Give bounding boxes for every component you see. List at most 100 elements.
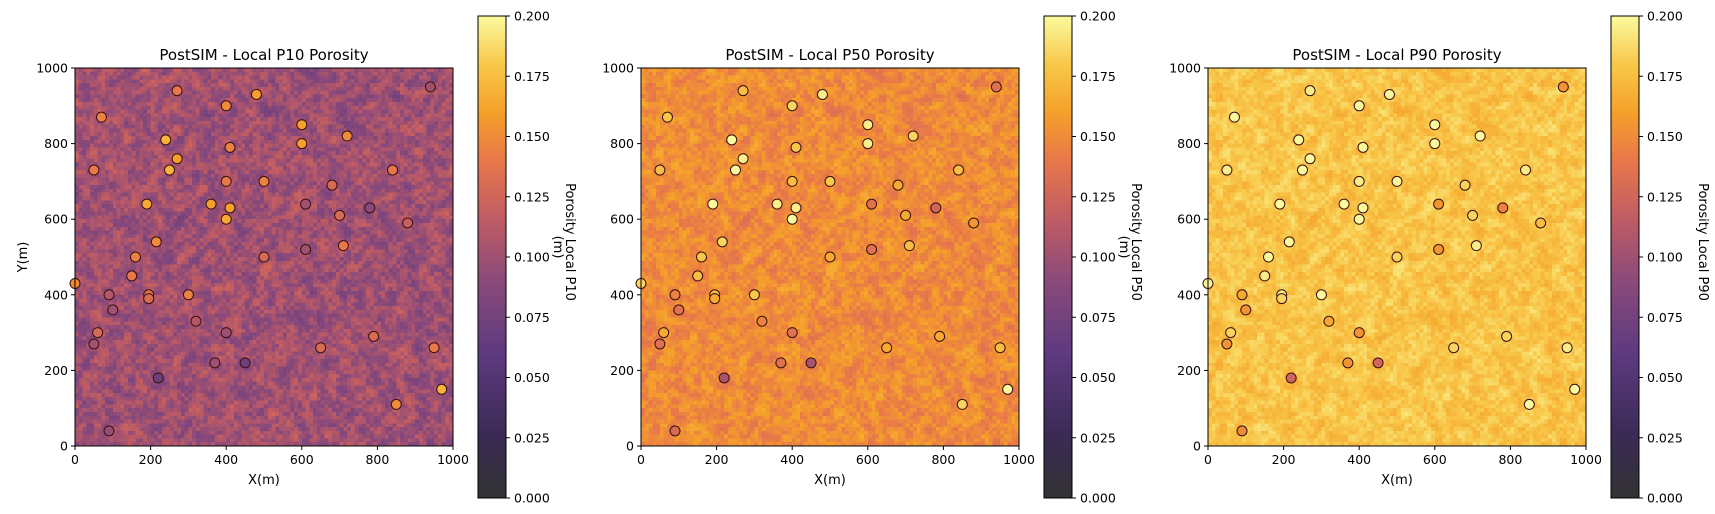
well-point xyxy=(1468,210,1478,220)
chart-title: PostSIM - Local P50 Porosity xyxy=(725,46,934,64)
well-point xyxy=(1434,244,1444,254)
well-point xyxy=(693,271,703,281)
well-point xyxy=(1449,343,1459,353)
well-point xyxy=(108,305,118,315)
well-point xyxy=(165,165,175,175)
y-tick-label: 1000 xyxy=(1169,61,1201,76)
x-tick-label: 1000 xyxy=(1570,452,1602,467)
well-point xyxy=(791,142,801,152)
well-point xyxy=(957,399,967,409)
well-point xyxy=(1324,316,1334,326)
x-tick-label: 600 xyxy=(1423,452,1447,467)
well-point xyxy=(1392,252,1402,262)
colorbar-tick-label: 0.175 xyxy=(1647,69,1683,84)
well-point xyxy=(1354,101,1364,111)
y-tick-label: 200 xyxy=(44,363,68,378)
well-point xyxy=(1502,331,1512,341)
colorbar-tick-label: 0.175 xyxy=(1080,69,1116,84)
well-point xyxy=(659,328,669,338)
well-point xyxy=(867,244,877,254)
well-point xyxy=(1536,218,1546,228)
chart-panel-1: PostSIM - Local P10 Porosity 0 200 400 600 80… xyxy=(16,9,577,506)
y-tick-label: 800 xyxy=(44,136,68,151)
well-point xyxy=(935,331,945,341)
colorbar-tick-label: 0.100 xyxy=(1647,250,1683,265)
colorbar-overlap-label: (m) xyxy=(550,236,565,259)
well-point xyxy=(1475,131,1485,141)
well-point xyxy=(142,199,152,209)
well-point xyxy=(1471,241,1481,251)
well-point xyxy=(719,373,729,383)
well-point xyxy=(316,343,326,353)
x-tick-label: 200 xyxy=(139,452,163,467)
well-point xyxy=(259,252,269,262)
well-point xyxy=(1305,86,1315,96)
well-point xyxy=(655,339,665,349)
colorbar xyxy=(1611,16,1639,498)
x-tick-label: 200 xyxy=(705,452,729,467)
well-point xyxy=(297,120,307,130)
well-point xyxy=(670,426,680,436)
y-tick-label: 400 xyxy=(44,287,68,302)
well-point xyxy=(206,199,216,209)
well-point xyxy=(1294,135,1304,145)
well-point xyxy=(1570,384,1580,394)
y-tick-label: 1000 xyxy=(36,61,68,76)
x-tick-label: 800 xyxy=(365,452,389,467)
well-point xyxy=(1521,165,1531,175)
colorbar-tick-label: 0.000 xyxy=(514,491,550,506)
colorbar-tick-label: 0.000 xyxy=(1080,491,1116,506)
well-point xyxy=(787,176,797,186)
colorbar-tick-label: 0.050 xyxy=(1080,370,1116,385)
well-point xyxy=(1237,426,1247,436)
well-point xyxy=(1373,358,1383,368)
well-point xyxy=(127,271,137,281)
well-point xyxy=(1003,384,1013,394)
well-point xyxy=(130,252,140,262)
well-point xyxy=(365,203,375,213)
well-point xyxy=(817,89,827,99)
well-point xyxy=(425,82,435,92)
well-point xyxy=(191,316,201,326)
well-point xyxy=(1237,290,1247,300)
colorbar-tick-label: 0.100 xyxy=(514,250,550,265)
well-point xyxy=(221,328,231,338)
x-axis-label: X(m) xyxy=(814,473,846,488)
x-tick-label: 200 xyxy=(1272,452,1296,467)
well-point xyxy=(221,176,231,186)
y-tick-label: 1000 xyxy=(602,61,634,76)
well-point xyxy=(1460,180,1470,190)
well-point xyxy=(210,358,220,368)
x-tick-label: 400 xyxy=(780,452,804,467)
y-tick-label: 400 xyxy=(1177,287,1201,302)
well-point xyxy=(93,328,103,338)
y-tick-label: 600 xyxy=(610,212,634,227)
well-point xyxy=(225,203,235,213)
well-point xyxy=(183,290,193,300)
well-point xyxy=(144,294,154,304)
colorbar-tick-label: 0.025 xyxy=(1647,430,1683,445)
colorbar-tick-label: 0.125 xyxy=(1647,189,1683,204)
well-point xyxy=(1222,165,1232,175)
well-point xyxy=(696,252,706,262)
well-point xyxy=(153,373,163,383)
chart-title: PostSIM - Local P10 Porosity xyxy=(159,46,368,64)
x-tick-label: 400 xyxy=(1347,452,1371,467)
well-point xyxy=(251,89,261,99)
well-point xyxy=(172,86,182,96)
well-point xyxy=(1298,165,1308,175)
colorbar-tick-label: 0.125 xyxy=(1080,189,1116,204)
colorbar-tick-label: 0.025 xyxy=(1080,430,1116,445)
colorbar-tick-label: 0.000 xyxy=(1647,491,1683,506)
well-point xyxy=(908,131,918,141)
y-tick-label: 0 xyxy=(1193,439,1201,454)
colorbar-tick-label: 0.050 xyxy=(514,370,550,385)
well-point xyxy=(225,142,235,152)
colorbar-label: Porosity Local P90 xyxy=(1695,183,1710,301)
y-tick-label: 0 xyxy=(626,439,634,454)
well-point xyxy=(969,218,979,228)
well-point xyxy=(1558,82,1568,92)
colorbar-tick-label: 0.200 xyxy=(1080,9,1116,24)
well-point xyxy=(1277,294,1287,304)
